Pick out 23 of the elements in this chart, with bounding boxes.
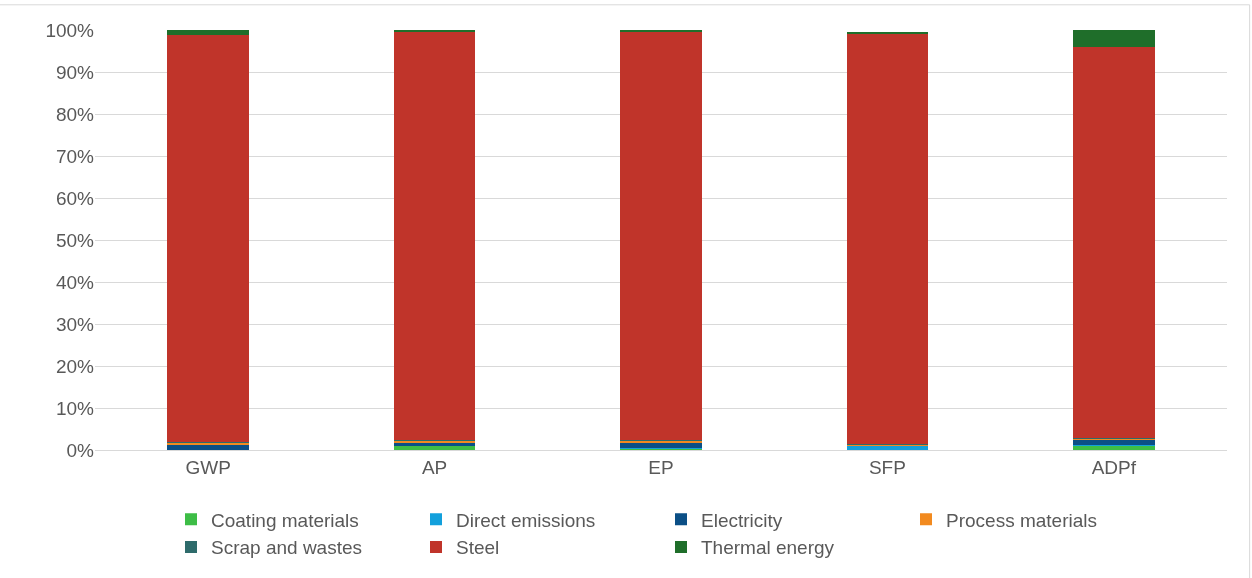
y-tick-label: 100% bbox=[45, 19, 95, 41]
legend-label: Steel bbox=[456, 537, 500, 559]
x-tick-label: EP bbox=[648, 456, 674, 478]
y-tick-label: 80% bbox=[55, 103, 95, 125]
y-tick-label: 10% bbox=[55, 397, 95, 419]
y-tick-label: 50% bbox=[55, 229, 95, 251]
y-tick-label: 70% bbox=[55, 145, 95, 167]
legend-label: Scrap and wastes bbox=[211, 537, 363, 559]
y-tick-label: 60% bbox=[55, 187, 95, 209]
x-tick-label: ADPf bbox=[1091, 456, 1137, 478]
x-tick-label: AP bbox=[421, 456, 448, 478]
legend-label: Thermal energy bbox=[701, 537, 835, 559]
y-tick-label: 30% bbox=[55, 313, 95, 335]
legend-label: Process materials bbox=[946, 509, 1097, 531]
y-tick-label: 20% bbox=[55, 355, 95, 377]
x-tick-label: SFP bbox=[868, 456, 906, 478]
legend-label: Electricity bbox=[701, 509, 783, 531]
x-tick-label: GWP bbox=[185, 456, 231, 478]
y-tick-label: 40% bbox=[55, 271, 95, 293]
y-tick-label: 90% bbox=[55, 61, 95, 83]
legend-label: Coating materials bbox=[211, 509, 359, 531]
legend-label: Direct emissions bbox=[456, 509, 596, 531]
y-tick-label: 0% bbox=[66, 439, 95, 461]
